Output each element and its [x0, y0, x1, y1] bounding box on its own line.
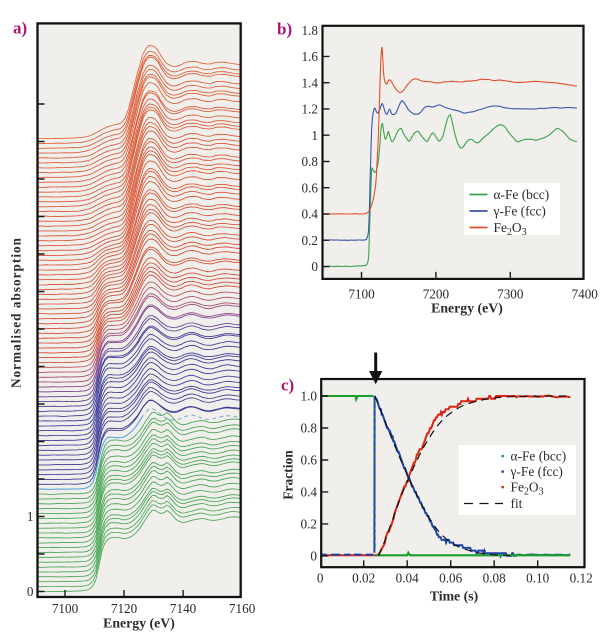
svg-text:1: 1: [27, 509, 34, 524]
svg-text:Energy (eV): Energy (eV): [103, 616, 175, 632]
svg-text:0.02: 0.02: [352, 570, 375, 585]
svg-text:0: 0: [311, 259, 318, 274]
svg-text:Normalised absorption: Normalised absorption: [9, 237, 24, 388]
svg-text:0.12: 0.12: [570, 570, 593, 585]
svg-text:0.8: 0.8: [302, 154, 319, 169]
svg-text:7120: 7120: [111, 601, 138, 616]
svg-text:7400: 7400: [572, 287, 599, 302]
svg-text:0.6: 0.6: [301, 453, 318, 468]
svg-text:0.2: 0.2: [301, 517, 317, 532]
svg-text:α-Fe (bcc): α-Fe (bcc): [494, 187, 550, 202]
svg-text:α-Fe (bcc): α-Fe (bcc): [511, 449, 567, 464]
svg-text:0: 0: [317, 570, 324, 585]
svg-text:1.4: 1.4: [302, 75, 319, 90]
svg-text:0.4: 0.4: [302, 207, 319, 222]
svg-text:γ-Fe (fcc): γ-Fe (fcc): [493, 204, 546, 219]
svg-text:0.04: 0.04: [396, 570, 419, 585]
svg-text:0.8: 0.8: [301, 421, 318, 436]
svg-text:0.08: 0.08: [483, 570, 506, 585]
svg-text:0: 0: [310, 549, 317, 564]
svg-text:Energy (eV): Energy (eV): [431, 301, 503, 317]
svg-text:Fraction: Fraction: [281, 450, 296, 500]
svg-text:a): a): [13, 19, 27, 38]
svg-text:7160: 7160: [229, 601, 256, 616]
svg-text:0.06: 0.06: [439, 570, 462, 585]
svg-text:1: 1: [311, 128, 318, 143]
svg-text:1.8: 1.8: [302, 23, 319, 38]
svg-text:0.6: 0.6: [302, 180, 319, 195]
svg-text:0.10: 0.10: [526, 570, 549, 585]
svg-text:7300: 7300: [497, 287, 524, 302]
svg-text:fit: fit: [511, 496, 523, 511]
svg-text:γ-Fe (fcc): γ-Fe (fcc): [510, 464, 563, 479]
svg-text:7200: 7200: [423, 287, 450, 302]
svg-text:Fe2O3: Fe2O3: [511, 480, 544, 498]
svg-text:b): b): [277, 20, 292, 39]
svg-text:7100: 7100: [52, 601, 79, 616]
svg-text:7100: 7100: [348, 287, 375, 302]
svg-text:1.0: 1.0: [301, 389, 318, 404]
svg-text:Fe2O3: Fe2O3: [494, 220, 527, 238]
svg-text:0: 0: [27, 584, 34, 599]
svg-text:0.2: 0.2: [302, 233, 318, 248]
svg-text:1.2: 1.2: [302, 102, 318, 117]
svg-text:0.4: 0.4: [301, 485, 318, 500]
svg-text:Time (s): Time (s): [430, 588, 478, 604]
svg-text:c): c): [281, 376, 294, 395]
svg-text:1.6: 1.6: [302, 49, 319, 64]
svg-text:7140: 7140: [170, 601, 197, 616]
